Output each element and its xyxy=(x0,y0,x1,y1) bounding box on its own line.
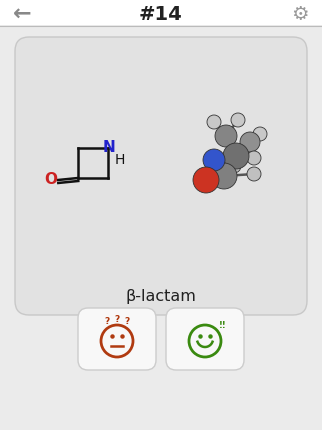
Text: ⚙: ⚙ xyxy=(291,4,309,24)
Text: ?: ? xyxy=(104,316,109,326)
Text: #14: #14 xyxy=(139,4,183,24)
Circle shape xyxy=(207,115,221,129)
Circle shape xyxy=(215,125,237,147)
Circle shape xyxy=(247,151,261,165)
Circle shape xyxy=(227,159,241,173)
Text: ?: ? xyxy=(114,314,120,323)
Circle shape xyxy=(247,167,261,181)
FancyBboxPatch shape xyxy=(15,37,307,315)
FancyBboxPatch shape xyxy=(166,308,244,370)
Text: ←: ← xyxy=(13,4,31,24)
Circle shape xyxy=(211,163,237,189)
Circle shape xyxy=(203,149,225,171)
Circle shape xyxy=(240,132,260,152)
Circle shape xyxy=(231,113,245,127)
Text: β-lactam: β-lactam xyxy=(126,289,196,304)
Circle shape xyxy=(253,127,267,141)
Text: N: N xyxy=(103,139,115,154)
Circle shape xyxy=(223,143,249,169)
Circle shape xyxy=(193,167,219,193)
Text: H: H xyxy=(115,153,125,167)
FancyBboxPatch shape xyxy=(0,0,322,25)
Text: ?: ? xyxy=(124,316,130,326)
Text: !!: !! xyxy=(219,320,227,329)
FancyBboxPatch shape xyxy=(78,308,156,370)
Text: O: O xyxy=(44,172,58,187)
